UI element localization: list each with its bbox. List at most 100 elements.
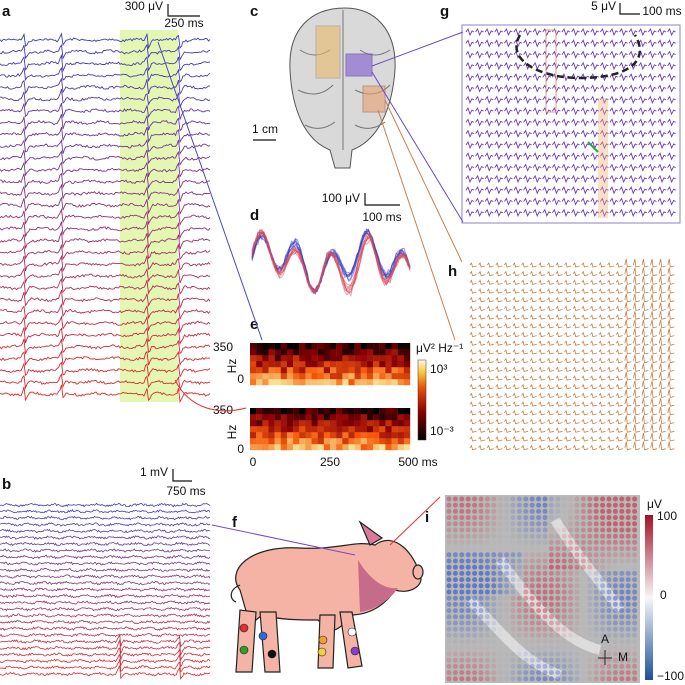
spectrogram-cell — [397, 408, 405, 415]
spectrogram-cell — [403, 420, 411, 427]
map-dot — [619, 626, 625, 632]
map-dot — [548, 595, 554, 601]
map-dot — [625, 626, 631, 632]
map-dot — [536, 508, 542, 514]
map-dot — [619, 663, 625, 669]
trace — [600, 152, 609, 161]
trace — [486, 279, 494, 285]
map-dot — [548, 614, 554, 620]
trace — [667, 276, 675, 285]
trace — [609, 208, 619, 217]
trace — [513, 84, 523, 93]
map-dot — [536, 632, 542, 638]
trace — [504, 427, 511, 433]
trace — [564, 357, 572, 364]
map-dot — [523, 558, 529, 564]
map-dot — [504, 528, 509, 533]
trace — [495, 305, 503, 311]
map-dot — [504, 558, 510, 564]
trace — [484, 39, 494, 48]
trace — [512, 357, 520, 364]
map-dot — [491, 527, 497, 533]
trace — [572, 340, 580, 346]
map-dot — [561, 626, 567, 632]
map-dot — [447, 645, 452, 650]
map-dot — [612, 533, 618, 539]
trace — [615, 288, 623, 294]
trace — [555, 401, 563, 407]
spectrogram-cell — [286, 361, 294, 368]
trace — [0, 528, 211, 534]
map-dot — [612, 670, 618, 676]
trace — [251, 230, 411, 292]
spectrogram-cell — [373, 426, 380, 433]
trace — [648, 174, 657, 184]
trace — [667, 208, 676, 217]
trace — [561, 174, 571, 184]
trace — [469, 305, 477, 311]
trace — [667, 389, 675, 398]
trace — [615, 401, 623, 407]
trace — [465, 107, 475, 116]
trace — [512, 409, 520, 416]
trace — [532, 140, 542, 150]
spectrogram-cell — [286, 420, 294, 427]
trace — [538, 288, 546, 294]
map-dot — [452, 558, 458, 564]
map-dot — [472, 620, 478, 626]
map-dot — [452, 595, 458, 601]
trace — [538, 409, 546, 416]
trace — [607, 366, 615, 372]
trace — [512, 322, 520, 329]
trace — [512, 279, 520, 285]
map-dot — [478, 657, 484, 663]
trace — [512, 288, 520, 294]
trace — [607, 392, 615, 398]
trace — [590, 296, 597, 303]
trace — [469, 331, 477, 338]
map-dot — [510, 577, 516, 583]
map-dot — [625, 670, 631, 676]
trace — [619, 186, 628, 195]
spectrogram-cell — [354, 367, 361, 374]
map-dot — [446, 521, 452, 527]
trace — [504, 163, 513, 172]
map-dot — [555, 620, 561, 626]
map-dot — [612, 595, 618, 601]
trace — [581, 392, 589, 398]
map-dot — [484, 570, 490, 576]
map-dot — [587, 527, 593, 533]
map-dot — [472, 570, 478, 576]
map-dot — [478, 626, 484, 632]
spectrogram-cell — [342, 420, 349, 427]
map-dot — [625, 558, 631, 564]
trace — [478, 288, 486, 294]
trace — [529, 366, 537, 372]
trace — [598, 409, 606, 416]
trace — [465, 208, 475, 217]
trace — [494, 186, 504, 195]
map-dot — [510, 663, 516, 669]
map-dot — [452, 515, 458, 521]
map-dot — [625, 583, 631, 589]
trace — [609, 73, 619, 82]
trace — [650, 293, 658, 303]
map-dot — [612, 657, 618, 663]
trace — [657, 73, 667, 82]
map-dot — [561, 639, 567, 645]
trace — [529, 401, 537, 407]
map-dot — [529, 552, 535, 558]
trace — [564, 322, 572, 329]
map-dot — [625, 601, 631, 607]
trace — [581, 270, 589, 277]
trace — [0, 548, 211, 553]
trace — [650, 415, 658, 425]
trace — [532, 197, 542, 206]
map-dot — [606, 583, 612, 589]
map-dot — [542, 676, 548, 682]
map-dot — [548, 632, 554, 638]
map-dot — [536, 564, 542, 570]
map-dot — [606, 496, 612, 502]
map-dot — [498, 645, 503, 650]
map-dot — [529, 577, 535, 583]
